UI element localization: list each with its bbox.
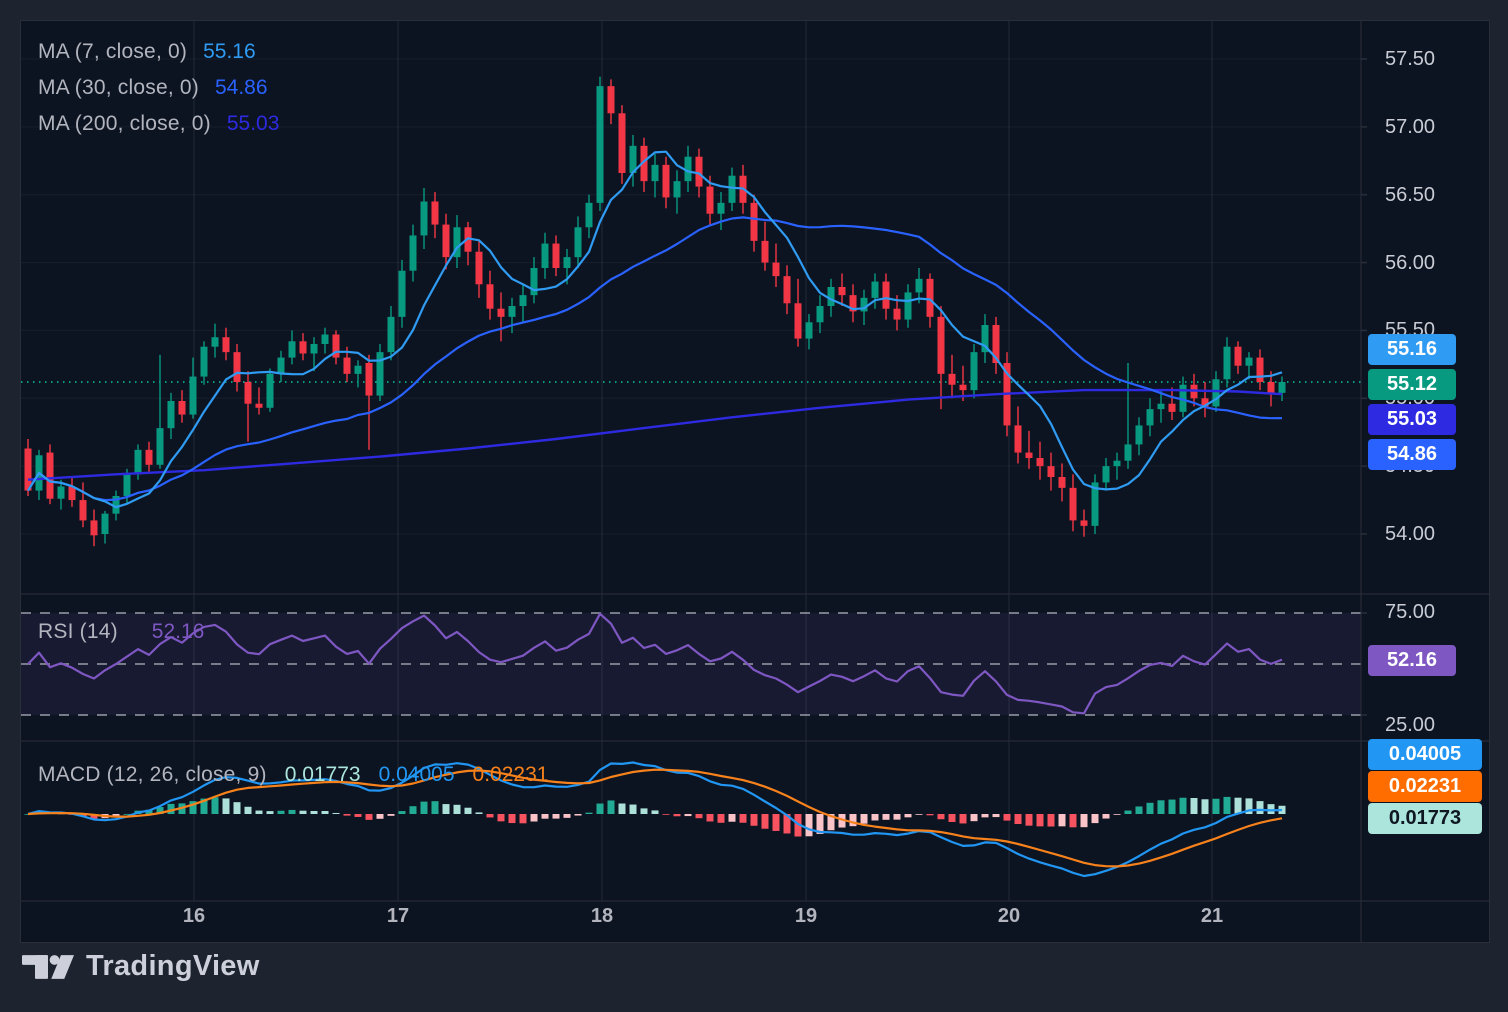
price-tick-label: 56.00: [1385, 251, 1436, 274]
rsi-label: RSI (14): [38, 620, 118, 643]
price-tick-label: 54.00: [1385, 522, 1436, 545]
price-axis-badge: 55.12: [1368, 369, 1456, 400]
rsi-axis-badge: 52.16: [1368, 645, 1456, 676]
time-axis-label: 18: [590, 905, 614, 927]
ma30-label: MA (30, close, 0): [38, 76, 199, 99]
ma30-value: 54.86: [214, 76, 268, 99]
ma200-label: MA (200, close, 0): [38, 112, 211, 135]
price-tick-label: 57.50: [1385, 48, 1436, 70]
candles-layer: [24, 76, 1286, 547]
tradingview-logo-text: TradingView: [86, 950, 260, 982]
macd-label: MACD (12, 26, close, 9): [38, 763, 267, 786]
ma200-legend-row[interactable]: MA (200, close, 0) 55.03: [38, 111, 279, 137]
macd-pane-layer: [24, 761, 1286, 878]
macd-axis-badge: 0.01773: [1368, 803, 1482, 834]
ma-legend: MA (7, close, 0) 55.16 MA (30, close, 0)…: [38, 39, 279, 147]
rsi-value: 52.16: [151, 620, 205, 643]
price-axis-badge: 55.03: [1368, 404, 1456, 435]
macd-legend-row[interactable]: MACD (12, 26, close, 9) 0.01773 0.04005 …: [38, 762, 548, 788]
tradingview-logo[interactable]: TradingView: [22, 950, 260, 983]
ma7-legend-row[interactable]: MA (7, close, 0) 55.16: [38, 39, 279, 65]
time-axis-label: 21: [1200, 905, 1224, 927]
rsi-tick-label: 75.00: [1385, 601, 1436, 623]
time-axis-label: 20: [997, 905, 1021, 927]
ma30-legend-row[interactable]: MA (30, close, 0) 54.86: [38, 75, 279, 101]
rsi-tick-label: 25.00: [1385, 714, 1436, 736]
price-axis-badge: 54.86: [1368, 439, 1456, 470]
price-tick-label: 56.50: [1385, 183, 1436, 206]
rsi-pane-layer: [21, 612, 1361, 716]
price-pane-layer: [21, 76, 1361, 547]
rsi-legend-row[interactable]: RSI (14) 52.16: [38, 619, 204, 645]
tradingview-logo-icon: [22, 954, 74, 979]
time-axis-label: 16: [182, 905, 206, 927]
macd-signal-value: 0.02231: [472, 763, 549, 786]
macd-hist-value: 0.01773: [284, 763, 361, 786]
price-axis-badge: 55.16: [1368, 334, 1456, 365]
ma7-label: MA (7, close, 0): [38, 40, 188, 63]
time-axis-label: 19: [794, 905, 818, 927]
time-axis-label: 17: [386, 905, 410, 927]
chart-canvas[interactable]: [21, 21, 1489, 942]
ma200-value: 55.03: [226, 112, 280, 135]
chart-pane[interactable]: MA (7, close, 0) 55.16 MA (30, close, 0)…: [20, 20, 1490, 943]
macd-axis-badge: 0.02231: [1368, 771, 1482, 802]
macd-line-value: 0.04005: [378, 763, 455, 786]
ma7-value: 55.16: [203, 40, 256, 63]
price-tick-label: 57.00: [1385, 115, 1436, 138]
macd-axis-badge: 0.04005: [1368, 739, 1482, 770]
